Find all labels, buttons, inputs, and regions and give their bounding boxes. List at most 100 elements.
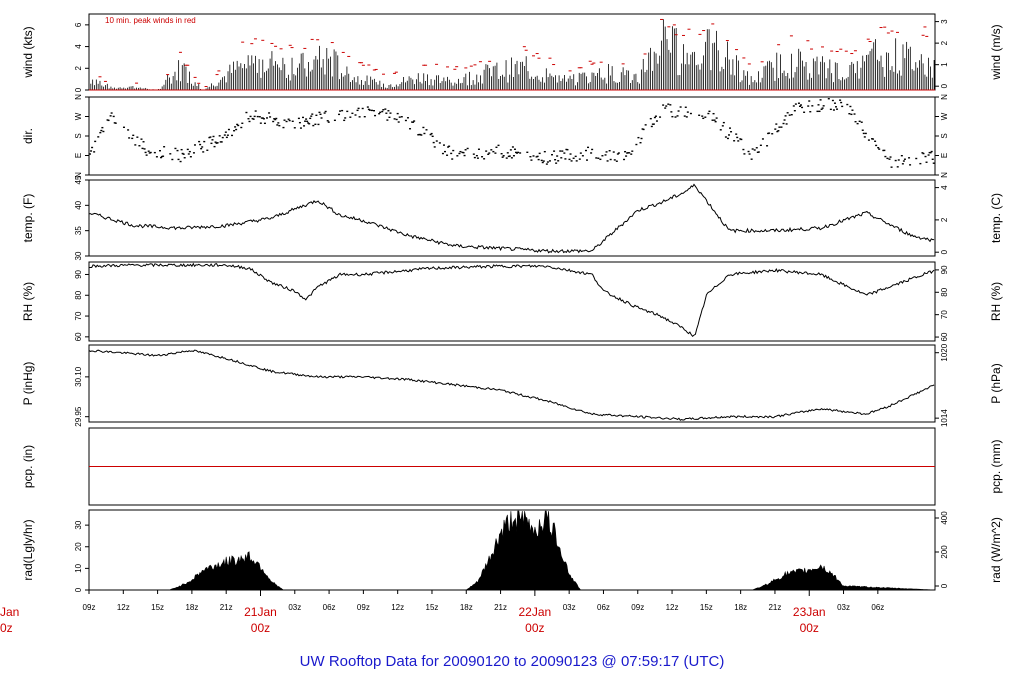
rh-ytick-label: 60 — [74, 332, 83, 341]
wind-ytick-label: 2 — [74, 66, 83, 71]
x-tick-label: 18z — [185, 603, 198, 612]
x-tick-label: 06z — [323, 603, 336, 612]
x-tick-label: 15z — [151, 603, 164, 612]
x-day-label: 22Jan — [519, 605, 552, 619]
x-day-label: 23Jan — [793, 605, 826, 619]
x-day-hour: 00z — [525, 621, 544, 635]
dir-series — [89, 98, 935, 168]
rh-ytick-label: 90 — [74, 269, 83, 278]
precip-ylabel-right: pcp. (mm) — [989, 439, 1003, 493]
dir-ytick-right-label: N — [940, 172, 949, 178]
rh-ytick-label: 80 — [74, 290, 83, 299]
rh-ylabel-right: RH (%) — [989, 282, 1003, 321]
pressure-line — [88, 349, 935, 421]
wind-peak-series — [89, 18, 935, 91]
x-tick-label: 12z — [666, 603, 679, 612]
x-tick-label: 12z — [117, 603, 130, 612]
dir-ytick-label: S — [74, 133, 83, 138]
panel-rh: RH (%) RH (%) 60 70 80 90 60 70 80 90 — [21, 261, 1003, 342]
panel-radiation: rad(Lgly/hr) rad (W/m^2) 0 10 20 30 0 200 400 — [21, 509, 1003, 592]
pressure-ytick-right-label: 1014 — [940, 409, 949, 427]
temp-ytick-label: 40 — [74, 200, 83, 209]
dir-ytick-label: E — [74, 153, 83, 158]
temp-ylabel: temp. (F) — [21, 194, 35, 243]
pressure-ytick-right-label: 1020 — [940, 343, 949, 361]
x-tick-label: 09z — [357, 603, 370, 612]
radiation-ytick-label: 20 — [74, 542, 83, 551]
dir-frame — [88, 96, 936, 176]
x-tick-label: 09z — [631, 603, 644, 612]
radiation-ytick-right-label: 200 — [940, 545, 949, 559]
x-day-hour: 00z — [251, 621, 270, 635]
panel-dir: dir. N E S W N N E S W N — [21, 94, 949, 178]
x-tick-label: 06z — [597, 603, 610, 612]
radiation-ylabel-right: rad (W/m^2) — [989, 517, 1003, 583]
temp-ylabel-right: temp. (C) — [989, 193, 1003, 243]
wind-ytick-right-label: 0 — [940, 83, 949, 88]
pressure-ytick-label: 29.95 — [74, 406, 83, 427]
panel-precip: pcp. (in) pcp. (mm) — [21, 427, 1003, 506]
dir-ytick-right-label: S — [940, 133, 949, 138]
wind-ylabel-right: wind (m/s) — [989, 24, 1003, 80]
rh-ylabel: RH (%) — [21, 282, 35, 321]
x-day-label: 21Jan — [244, 605, 277, 619]
temp-ytick-label: 35 — [74, 226, 83, 235]
dir-ytick-label: N — [74, 172, 83, 178]
temp-ytick-label: 30 — [74, 251, 83, 260]
wind-ytick-label: 6 — [74, 22, 83, 27]
x-day-hour-clipped: 0z — [0, 621, 13, 635]
x-tick-label: 21z — [768, 603, 781, 612]
dir-ytick-right-label: N — [940, 94, 949, 100]
temp-ytick-right-label: 2 — [940, 217, 949, 222]
x-tick-label: 03z — [288, 603, 301, 612]
wind-ytick-right-label: 2 — [940, 40, 949, 45]
radiation-area — [89, 510, 936, 591]
wind-mean-series — [88, 19, 935, 90]
rh-line — [89, 262, 935, 338]
radiation-ytick-label: 0 — [74, 587, 83, 592]
wind-ytick-label: 4 — [74, 44, 83, 49]
x-tick-label: 09z — [83, 603, 96, 612]
rh-ytick-right-label: 80 — [940, 287, 949, 296]
x-tick-label: 06z — [871, 603, 884, 612]
x-tick-label: 03z — [563, 603, 576, 612]
wind-ytick-right-label: 1 — [940, 62, 949, 67]
radiation-ytick-label: 10 — [74, 563, 83, 572]
rh-ytick-right-label: 90 — [940, 265, 949, 274]
temp-ytick-label: 45 — [74, 175, 83, 184]
radiation-ytick-label: 30 — [74, 520, 83, 529]
x-day-hour: 00z — [800, 621, 819, 635]
x-tick-label: 12z — [391, 603, 404, 612]
wind-frame — [88, 13, 936, 91]
rh-ytick-right-label: 70 — [940, 310, 949, 319]
x-tick-label: 21z — [494, 603, 507, 612]
wind-annotation: 10 min. peak winds in red — [105, 16, 196, 25]
x-tick-label: 03z — [837, 603, 850, 612]
radiation-ytick-right-label: 400 — [940, 511, 949, 525]
chart-title: UW Rooftop Data for 20090120 to 20090123… — [300, 653, 725, 670]
wind-ylabel: wind (kts) — [21, 26, 35, 78]
wind-ytick-right-label: 3 — [940, 19, 949, 24]
temp-ytick-right-label: 4 — [940, 185, 949, 190]
x-tick-label: 18z — [734, 603, 747, 612]
x-day-label-clipped: Jan — [0, 605, 19, 619]
rh-ytick-right-label: 60 — [940, 332, 949, 341]
dir-ylabel: dir. — [21, 128, 35, 144]
panel-wind: wind (kts) wind (m/s) 0 2 4 6 0 1 2 3 10 min. peak… — [21, 13, 1003, 92]
x-tick-label: 21z — [220, 603, 233, 612]
temp-ytick-right-label: 0 — [940, 249, 949, 254]
pressure-ylabel: P (inHg) — [21, 362, 35, 406]
dir-ytick-label: W — [74, 112, 83, 120]
temp-frame — [88, 179, 936, 257]
panel-pressure: P (inHg) P (hPa) 29.95 30.10 1014 1020 — [21, 343, 1003, 427]
x-tick-label: 18z — [460, 603, 473, 612]
precip-ylabel: pcp. (in) — [21, 445, 35, 488]
wind-ytick-label: 0 — [74, 87, 83, 92]
pressure-ylabel-right: P (hPa) — [989, 363, 1003, 403]
radiation-ylabel: rad(Lgly/hr) — [21, 519, 35, 580]
x-axis: 09z 12z 15z 18z 21z 03z 06z 09z 12z 15z 18z 21z 03z 0… — [0, 590, 884, 635]
rh-frame — [88, 261, 936, 342]
x-tick-label: 15z — [426, 603, 439, 612]
